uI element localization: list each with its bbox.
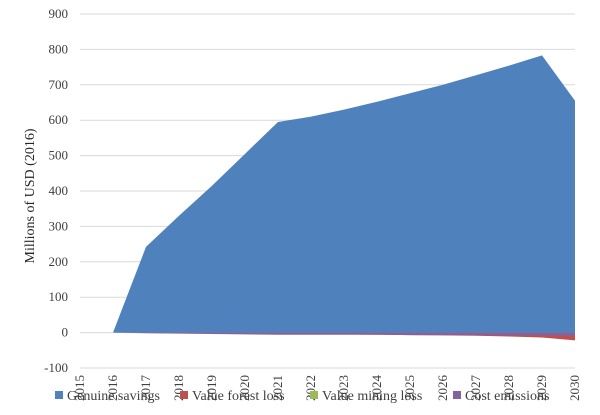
- x-tick-label: 2015: [72, 375, 87, 401]
- area-cost-emissions: [113, 332, 575, 336]
- legend-item: Value forest loss: [180, 389, 285, 404]
- legend-label: Genuine savings: [67, 389, 160, 404]
- y-tick-label: 700: [49, 77, 69, 92]
- x-tick-label: 2021: [270, 375, 285, 401]
- legend-item: Cost emissions: [453, 389, 549, 404]
- y-tick-label: 300: [49, 218, 69, 233]
- y-tick-label: 100: [49, 289, 69, 304]
- x-tick-label: 2017: [138, 375, 153, 402]
- y-tick-label: 200: [49, 254, 69, 269]
- legend-swatch: [310, 391, 318, 399]
- x-tick-label: 2025: [402, 375, 417, 401]
- legend-swatch: [55, 391, 63, 399]
- x-tick-label: 2027: [468, 375, 483, 402]
- x-tick-label: 2029: [534, 375, 549, 401]
- x-tick-label: 2026: [435, 375, 450, 402]
- area-genuine-savings: [113, 55, 575, 333]
- y-tick-label: 900: [49, 6, 69, 21]
- y-tick-label: -100: [44, 360, 68, 375]
- x-tick-label: 2024: [369, 375, 384, 402]
- x-tick-label: 2016: [105, 375, 120, 402]
- legend-item: Genuine savings: [55, 389, 160, 404]
- x-tick-label: 2023: [336, 375, 351, 401]
- y-tick-label: 400: [49, 183, 69, 198]
- y-tick-label: 800: [49, 41, 69, 56]
- x-tick-label: 2030: [567, 375, 582, 401]
- x-tick-label: 2019: [204, 375, 219, 401]
- x-tick-label: 2028: [501, 375, 516, 401]
- legend-label: Cost emissions: [465, 389, 549, 404]
- legend-label: Value mining loss: [322, 389, 422, 404]
- y-tick-label: 600: [49, 112, 69, 127]
- y-axis-label: Millions of USD (2016): [23, 128, 38, 263]
- y-tick-label: 500: [49, 148, 69, 163]
- y-axis-ticks: -100 0 100 200 300 400 500 600 700 800 900: [44, 6, 68, 375]
- legend-label: Value forest loss: [192, 389, 285, 404]
- legend-swatch: [453, 391, 461, 399]
- y-tick-label: 0: [62, 325, 69, 340]
- legend: Genuine savings Value forest loss Value mi…: [55, 389, 549, 404]
- legend-swatch: [180, 391, 188, 399]
- area-series: [113, 55, 575, 341]
- x-tick-label: 2020: [237, 375, 252, 401]
- legend-item: Value mining loss: [310, 389, 422, 404]
